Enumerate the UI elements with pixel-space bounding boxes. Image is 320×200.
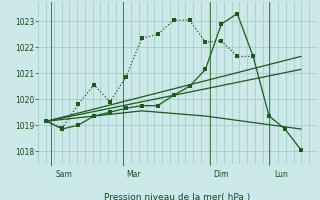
Text: Dim: Dim [213, 170, 229, 179]
Text: Mar: Mar [126, 170, 140, 179]
Text: Lun: Lun [274, 170, 288, 179]
Text: Sam: Sam [55, 170, 72, 179]
Text: Pression niveau de la mer( hPa ): Pression niveau de la mer( hPa ) [104, 193, 251, 200]
